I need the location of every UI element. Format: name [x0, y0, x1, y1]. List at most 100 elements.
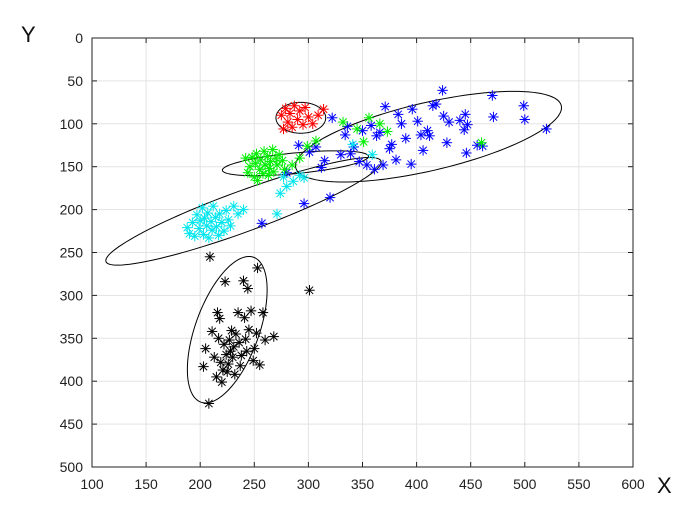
data-point [374, 118, 386, 129]
asterisk-stroke [241, 335, 250, 344]
asterisk-stroke [264, 171, 273, 180]
data-point [275, 188, 286, 199]
data-point [294, 152, 305, 164]
cluster-ellipse [221, 150, 369, 177]
asterisk-stroke [269, 332, 278, 341]
data-point [310, 135, 322, 147]
asterisk-stroke [211, 213, 220, 222]
data-point [278, 171, 289, 183]
asterisk-stroke [272, 209, 282, 218]
data-point [277, 155, 288, 166]
asterisk-stroke [236, 361, 245, 370]
asterisk-stroke [215, 209, 224, 218]
data-point [213, 230, 224, 241]
asterisk-stroke [385, 144, 394, 153]
data-point [422, 125, 433, 136]
data-point [380, 101, 391, 112]
data-point [199, 212, 210, 224]
ellipse-layer [105, 90, 563, 404]
asterisk-stroke [445, 118, 454, 127]
data-point [229, 369, 241, 380]
asterisk-stroke [204, 233, 213, 242]
asterisk-stroke [460, 125, 469, 134]
data-point [240, 333, 251, 345]
asterisk-stroke [336, 150, 345, 159]
x-tick-label: 500 [513, 476, 537, 492]
data-point [193, 223, 205, 234]
data-point [262, 151, 273, 162]
asterisk-stroke [198, 203, 207, 212]
asterisk-stroke [243, 284, 252, 293]
data-point [264, 163, 275, 174]
data-point [405, 158, 417, 170]
data-point [345, 148, 356, 160]
asterisk-stroke [520, 115, 529, 124]
data-point [441, 137, 453, 148]
asterisk-stroke [317, 163, 326, 172]
asterisk-stroke [219, 227, 229, 236]
asterisk-stroke [217, 378, 226, 387]
data-point [252, 175, 263, 186]
data-point [279, 164, 290, 175]
y-tick-label: 400 [60, 373, 84, 389]
data-point [202, 207, 213, 219]
data-point [294, 105, 305, 117]
data-point [437, 85, 448, 96]
asterisk-stroke [210, 353, 219, 362]
data-point [251, 148, 262, 160]
data-point [298, 198, 310, 209]
asterisk-stroke [226, 221, 235, 230]
asterisk-stroke [219, 340, 229, 349]
y-tick-label: 300 [60, 287, 84, 303]
x-tick-label: 350 [351, 476, 375, 492]
data-point [219, 276, 231, 287]
asterisk-stroke [222, 206, 231, 215]
asterisk-stroke [239, 276, 248, 285]
asterisk-stroke [407, 160, 416, 169]
data-point [238, 204, 249, 215]
cluster-ellipse [105, 157, 382, 266]
data-point [303, 111, 314, 123]
asterisk-stroke [283, 118, 292, 127]
data-point [206, 326, 218, 337]
asterisk-stroke [277, 111, 286, 120]
data-point [488, 111, 499, 123]
asterisk-stroke [311, 142, 321, 151]
data-point [218, 225, 230, 237]
data-point [239, 312, 250, 323]
data-point [459, 124, 470, 136]
asterisk-stroke [423, 126, 432, 135]
asterisk-stroke [250, 344, 259, 353]
asterisk-stroke [462, 148, 471, 158]
data-point [267, 144, 278, 155]
data-point [238, 275, 249, 287]
asterisk-stroke [413, 117, 422, 126]
data-point [396, 118, 407, 129]
data-point [407, 104, 418, 115]
cluster-ellipse [275, 101, 327, 134]
asterisk-stroke [381, 102, 390, 111]
asterisk-stroke [192, 210, 201, 219]
x-tick-label: 150 [134, 476, 158, 492]
data-point [214, 208, 225, 220]
data-point [198, 229, 209, 240]
asterisk-stroke [235, 338, 244, 347]
y-tick-label: 150 [60, 159, 84, 175]
asterisk-stroke [222, 350, 231, 359]
data-point [198, 361, 209, 372]
data-point [293, 140, 304, 151]
asterisk-stroke [265, 164, 274, 173]
asterisk-stroke [249, 356, 258, 365]
data-point [218, 339, 230, 350]
asterisk-stroke [247, 306, 256, 315]
data-point [324, 192, 336, 203]
asterisk-stroke [258, 169, 267, 178]
asterisk-stroke [225, 335, 234, 345]
asterisk-stroke [257, 219, 266, 228]
asterisk-stroke [199, 230, 208, 239]
y-tick-label: 350 [60, 330, 84, 346]
data-point [390, 154, 402, 166]
asterisk-stroke [251, 159, 260, 168]
data-point [377, 159, 389, 171]
